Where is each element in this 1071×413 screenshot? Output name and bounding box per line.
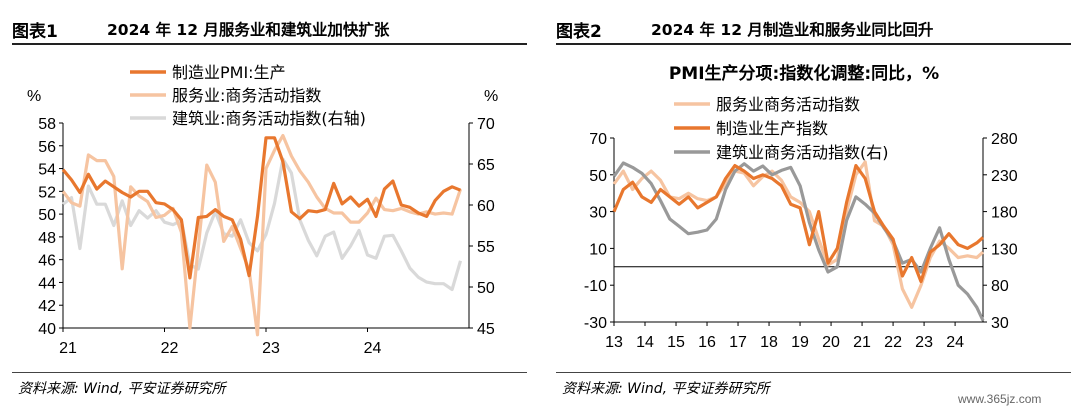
x-tick-label: 14: [636, 334, 654, 351]
left-tick-label: 42: [38, 298, 56, 315]
x-tick-label: 24: [946, 334, 964, 351]
left-tick-label: -30: [584, 315, 607, 332]
left-tick-label: 30: [589, 205, 607, 222]
right-tick-label: 45: [477, 321, 495, 338]
figure-1: 图表1 2024 年 12 月服务业和建筑业加快扩张 40 42 44 46 48 50 5…: [0, 0, 527, 413]
figure-2-header-rule: [556, 43, 1071, 45]
chart-title: PMI生产分项:指数化调整:同比，%: [669, 63, 939, 84]
right-tick-label: 130: [991, 241, 1018, 258]
legend-label-0: 制造业PMI:生产: [172, 63, 286, 82]
left-tick-label: 70: [589, 131, 607, 148]
right-tick-label: 280: [991, 131, 1018, 148]
left-tick-label: 50: [589, 168, 607, 185]
left-tick-label: -10: [584, 278, 607, 295]
figure-1-header: 图表1 2024 年 12 月服务业和建筑业加快扩张: [12, 13, 527, 43]
x-tick-label: 22: [161, 340, 179, 357]
legend-label-2: 建筑业:商务活动指数(右轴): [172, 109, 366, 128]
left-tick-label: 46: [38, 253, 56, 270]
right-tick-label: 55: [477, 239, 495, 256]
x-tick-label: 20: [822, 334, 840, 351]
figure-1-footer-rule: [12, 372, 527, 373]
legend-label-0: 服务业商务活动指数: [716, 95, 860, 114]
x-tick-label: 16: [698, 334, 716, 351]
figure-2: 图表2 2024 年 12 月制造业和服务业同比回升 -30 -10 10 30 50 7…: [544, 0, 1071, 413]
x-tick-label: 18: [760, 334, 778, 351]
right-tick-label: 60: [477, 198, 495, 215]
right-tick-label: 65: [477, 157, 495, 174]
legend-label-1: 服务业:商务活动指数: [172, 86, 321, 105]
figure-2-title: 2024 年 12 月制造业和服务业同比回升: [651, 21, 934, 39]
right-tick-label: 30: [991, 315, 1009, 332]
left-tick-label: 48: [38, 230, 56, 247]
left-tick-label: 52: [38, 184, 56, 201]
left-tick-label: 56: [38, 139, 56, 156]
y-left-unit-label: %: [27, 88, 41, 105]
y-right-unit-label: %: [484, 88, 498, 105]
watermark: www.365jz.com: [958, 392, 1042, 406]
x-tick-label: 19: [791, 334, 809, 351]
x-tick-label: 13: [605, 334, 623, 351]
left-tick-label: 54: [38, 162, 56, 179]
x-tick-label: 22: [884, 334, 902, 351]
series-line-1: [61, 133, 463, 337]
x-tick-label: 15: [667, 334, 685, 351]
figure-1-number: 图表1: [12, 22, 58, 42]
left-tick-label: 10: [589, 241, 607, 258]
left-tick-label: 50: [38, 207, 56, 224]
figure-1-source: 资料来源: Wind, 平安证券研究所: [18, 381, 226, 397]
figure-1-title: 2024 年 12 月服务业和建筑业加快扩张: [107, 21, 390, 39]
chart-2-svg: -30 -10 10 30 50 70 30 80 130 180 230 280 13 14 15 16 17…: [584, 63, 1018, 351]
series-line-1: [612, 164, 985, 284]
figure-2-source: 资料来源: Wind, 平安证券研究所: [562, 381, 770, 397]
figure-2-number: 图表2: [556, 22, 602, 42]
figure-2-header: 图表2 2024 年 12 月制造业和服务业同比回升: [556, 13, 1071, 43]
x-tick-label: 23: [262, 340, 280, 357]
left-tick-label: 44: [38, 275, 56, 292]
right-tick-label: 230: [991, 168, 1018, 185]
figure-2-footer-rule: [556, 372, 1071, 373]
x-tick-label: 21: [853, 334, 871, 351]
right-tick-label: 70: [477, 116, 495, 133]
left-tick-label: 58: [38, 116, 56, 133]
x-tick-label: 17: [729, 334, 747, 351]
chart-1-svg: 40 42 44 46 48 50 52 54 56 58 45 50 55 60 65 70 21 22 23 24…: [27, 63, 498, 357]
x-tick-label: 24: [364, 340, 382, 357]
legend-label-2: 建筑业商务活动指数(右): [716, 143, 889, 162]
right-tick-label: 180: [991, 205, 1018, 222]
right-tick-label: 80: [991, 278, 1009, 295]
legend-label-1: 制造业生产指数: [716, 119, 828, 138]
left-tick-label: 40: [38, 321, 56, 338]
figure-1-header-rule: [12, 43, 527, 45]
series-line-2: [612, 161, 985, 322]
right-tick-label: 50: [477, 280, 495, 297]
series-line-0: [61, 136, 462, 280]
x-tick-label: 23: [915, 334, 933, 351]
x-tick-label: 21: [59, 340, 77, 357]
